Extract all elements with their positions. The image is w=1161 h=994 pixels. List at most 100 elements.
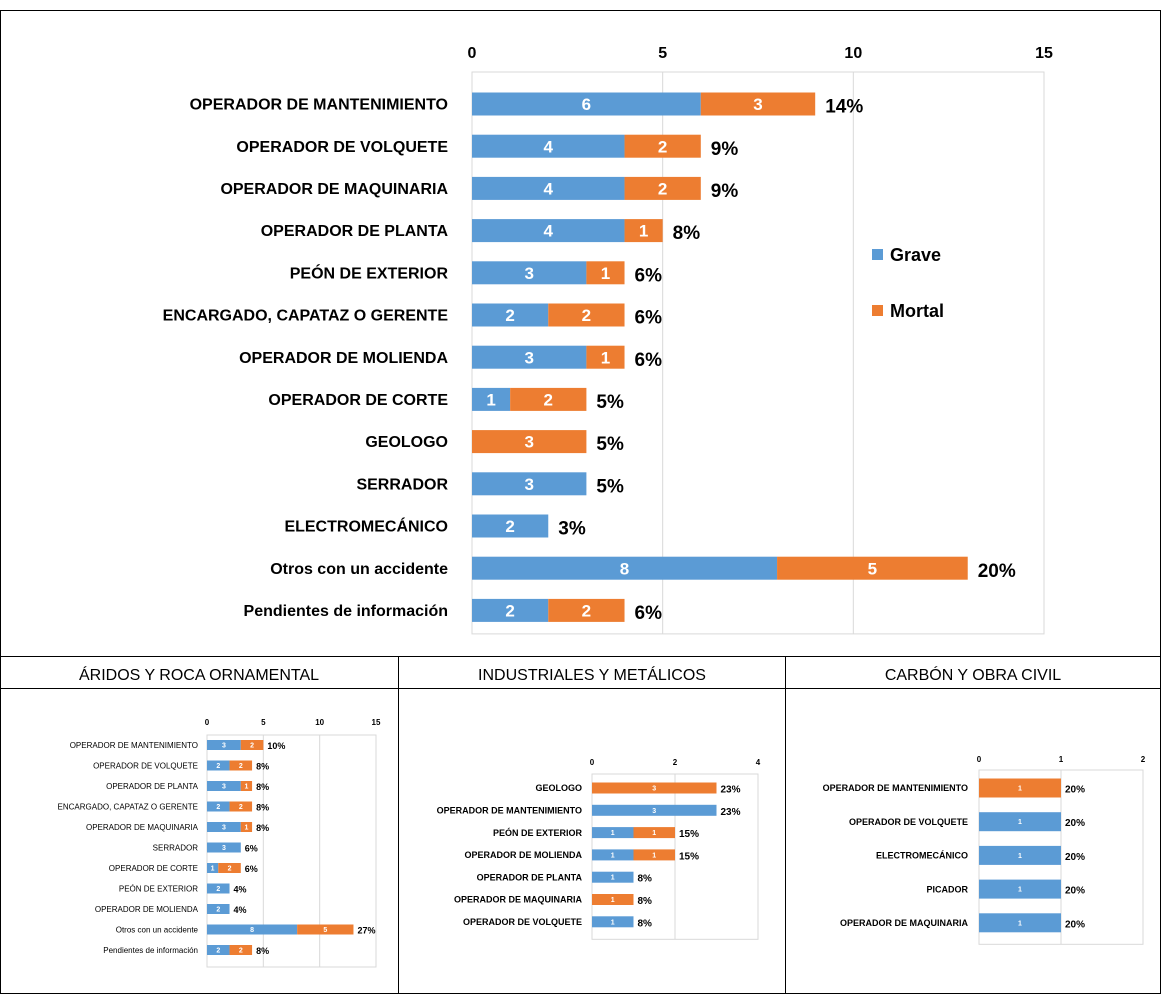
- percent-label: 8%: [256, 946, 269, 956]
- category-label: Otros con un accidente: [116, 925, 199, 934]
- category-label: GEOLOGO: [365, 434, 448, 451]
- bar-value-label: 2: [658, 180, 667, 199]
- bar-grave: [472, 598, 549, 622]
- bar-value-label: 2: [216, 907, 220, 914]
- bar-value-label: 2: [216, 763, 220, 770]
- bar-grave: [207, 740, 241, 750]
- panel-title-industriales: INDUSTRIALES Y METÁLICOS: [478, 665, 706, 684]
- bar-mortal: [548, 598, 625, 622]
- bar-mortal: [624, 219, 663, 243]
- bar-mortal: [592, 894, 634, 905]
- bar-value-label: 2: [582, 306, 591, 325]
- bar-mortal: [586, 261, 625, 285]
- bar-value-label: 8: [250, 927, 254, 934]
- bar-value-label: 2: [250, 743, 254, 750]
- bar-grave: [472, 472, 587, 496]
- bar-value-label: 3: [222, 743, 226, 750]
- bar-grave: [592, 916, 634, 928]
- percent-label: 5%: [596, 476, 624, 497]
- bar-value-label: 2: [544, 391, 553, 410]
- percent-label: 20%: [1065, 919, 1085, 930]
- percent-label: 5%: [596, 434, 624, 455]
- percent-label: 8%: [638, 874, 653, 885]
- x-tick-label: 15: [1035, 45, 1053, 62]
- percent-label: 20%: [978, 561, 1016, 582]
- bar-grave: [472, 134, 625, 158]
- category-label: OPERADOR DE MAQUINARIA: [220, 181, 448, 198]
- category-label: ENCARGADO, CAPATAZ O GERENTE: [58, 802, 198, 811]
- bar-mortal: [229, 801, 253, 812]
- bar-value-label: 4: [544, 137, 554, 156]
- category-label: SERRADOR: [153, 843, 199, 852]
- percent-label: 6%: [635, 308, 663, 329]
- x-tick-label: 5: [261, 718, 266, 727]
- bar-value-label: 2: [216, 886, 220, 893]
- bar-value-label: 1: [1018, 819, 1022, 826]
- bar-value-label: 3: [222, 845, 226, 852]
- panel-title-carbon: CARBÓN Y OBRA CIVIL: [885, 665, 1061, 684]
- bar-value-label: 1: [611, 875, 615, 882]
- bar-value-label: 1: [211, 866, 215, 873]
- bar-value-label: 3: [524, 264, 533, 283]
- bar-grave: [472, 387, 511, 411]
- panel-title-aridos: ÁRIDOS Y ROCA ORNAMENTAL: [79, 665, 319, 684]
- category-label: OPERADOR DE VOLQUETE: [93, 761, 198, 770]
- bar-mortal: [592, 782, 717, 794]
- category-label: ELECTROMECÁNICO: [876, 851, 968, 861]
- x-tick-label: 0: [205, 718, 210, 727]
- bar-mortal: [777, 556, 968, 580]
- percent-label: 8%: [638, 918, 653, 929]
- bar-value-label: 1: [611, 830, 615, 837]
- category-label: Pendientes de información: [103, 946, 198, 955]
- bar-value-label: 2: [216, 948, 220, 955]
- category-label: PEÓN DE EXTERIOR: [493, 827, 583, 838]
- bar-grave: [472, 303, 549, 327]
- x-tick-label: 5: [658, 45, 667, 62]
- bar-grave: [472, 514, 549, 538]
- category-label: Pendientes de información: [244, 603, 448, 620]
- category-label: OPERADOR DE VOLQUETE: [849, 817, 968, 827]
- bar-grave: [472, 176, 625, 200]
- bar-mortal: [633, 849, 675, 861]
- x-tick-label: 15: [372, 718, 381, 727]
- bar-value-label: 2: [239, 804, 243, 811]
- bar-grave: [472, 261, 587, 285]
- category-label: OPERADOR DE PLANTA: [261, 223, 449, 240]
- bar-value-label: 2: [505, 602, 514, 621]
- bar-value-label: 3: [524, 348, 533, 367]
- bar-grave: [207, 904, 230, 914]
- bar-mortal: [240, 740, 264, 750]
- bar-value-label: 3: [753, 95, 762, 114]
- percent-label: 8%: [638, 896, 653, 907]
- bar-mortal: [229, 945, 253, 955]
- bar-grave: [472, 556, 778, 580]
- x-tick-label: 0: [977, 755, 982, 764]
- category-label: OPERADOR DE PLANTA: [477, 872, 583, 882]
- percent-label: 5%: [596, 392, 624, 413]
- bar-grave: [979, 812, 1061, 832]
- percent-label: 8%: [256, 782, 269, 792]
- bar-mortal: [624, 176, 701, 200]
- category-label: OPERADOR DE MANTENIMIENTO: [437, 805, 582, 815]
- x-tick-label: 4: [756, 758, 761, 767]
- bar-mortal: [240, 822, 253, 832]
- percent-label: 6%: [635, 350, 663, 371]
- bar-mortal: [633, 827, 675, 839]
- percent-label: 20%: [1065, 818, 1085, 829]
- bar-value-label: 2: [505, 306, 514, 325]
- bar-grave: [592, 827, 634, 839]
- legend-grave-label: Grave: [890, 245, 941, 265]
- category-label: OPERADOR DE MAQUINARIA: [840, 918, 969, 928]
- bar-mortal: [472, 430, 587, 454]
- percent-label: 8%: [673, 223, 701, 244]
- bar-value-label: 1: [601, 264, 610, 283]
- x-tick-label: 0: [590, 758, 595, 767]
- bar-value-label: 1: [611, 852, 615, 859]
- category-label: OPERADOR DE VOLQUETE: [463, 917, 582, 927]
- category-label: OPERADOR DE MANTENIMIENTO: [823, 783, 968, 793]
- category-label: Otros con un accidente: [270, 561, 448, 578]
- category-label: PEÓN DE EXTERIOR: [119, 884, 198, 893]
- bar-value-label: 4: [544, 222, 554, 241]
